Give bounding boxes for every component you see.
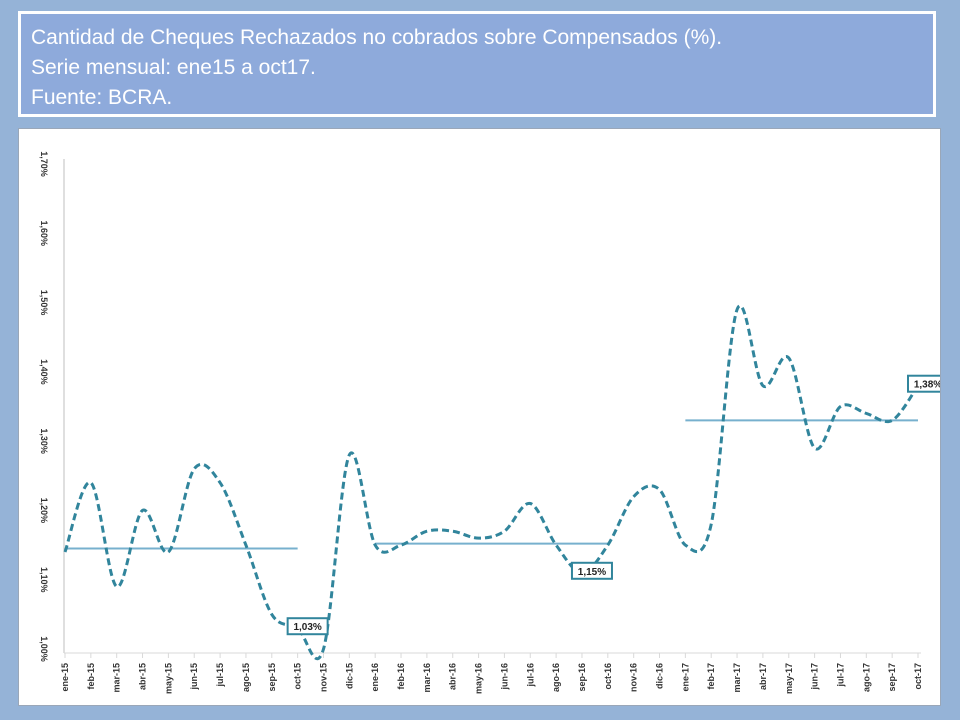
data-point: [399, 543, 403, 547]
data-point: [709, 522, 713, 526]
x-tick-label: sep-16: [577, 663, 587, 692]
data-label-box: [286, 617, 329, 636]
x-tick-label: feb-15: [86, 663, 96, 690]
data-point: [270, 612, 274, 616]
x-tick-label: mar-15: [112, 663, 122, 693]
x-tick-label: jul-15: [215, 663, 225, 688]
x-tick-label: jul-16: [525, 663, 535, 688]
x-tick-label: oct-15: [293, 663, 303, 690]
data-point: [347, 453, 351, 457]
title-line-2: Serie mensual: ene15 a oct17.: [31, 56, 316, 79]
data-point: [141, 508, 145, 512]
x-tick-label: jul-17: [835, 663, 845, 688]
x-tick-label: ago-15: [241, 663, 251, 692]
y-tick-label: 1,50%: [39, 290, 49, 316]
x-tick-label: mar-16: [422, 663, 432, 693]
x-tick-label: abr-17: [758, 663, 768, 690]
title-line-3: Fuente: BCRA.: [31, 86, 173, 109]
data-point: [683, 543, 687, 547]
y-tick-label: 1,30%: [39, 428, 49, 454]
chart-panel: 1,00% 1,10% 1,20% 1,30% 1,40% 1,50% 1,60% 1,70%…: [18, 128, 941, 706]
x-tick-label: oct-17: [913, 663, 923, 690]
data-point: [89, 481, 93, 485]
data-point: [218, 481, 222, 485]
data-point: [425, 529, 429, 533]
data-point: [838, 405, 842, 409]
x-tick-label: jun-17: [810, 663, 820, 691]
x-tick-label: abr-15: [138, 663, 148, 690]
data-label-box: [570, 561, 613, 580]
data-point: [321, 647, 325, 651]
y-tick-label: 1,70%: [39, 151, 49, 177]
data-point: [477, 536, 481, 540]
x-tick-label: may-17: [784, 663, 794, 694]
y-tick-label: 1,40%: [39, 359, 49, 385]
data-point: [606, 543, 610, 547]
data-point: [63, 550, 67, 554]
data-label: 1,15%: [578, 567, 606, 578]
title-box: Cantidad de Cheques Rechazados no cobrad…: [18, 11, 936, 117]
x-tick-label: jun-15: [189, 663, 199, 691]
data-point: [244, 543, 248, 547]
data-point: [451, 529, 455, 533]
data-point: [166, 550, 170, 554]
x-tick-label: may-16: [474, 663, 484, 694]
line-chart: 1,00% 1,10% 1,20% 1,30% 1,40% 1,50% 1,60% 1,70%…: [39, 151, 940, 694]
data-point: [192, 467, 196, 471]
data-point: [528, 502, 532, 506]
x-tick-label: dic-15: [344, 663, 354, 689]
x-tick-label: oct-16: [603, 663, 613, 690]
x-tick-label: ene-15: [60, 663, 70, 692]
y-tick-label: 1,00%: [39, 636, 49, 662]
data-point: [761, 384, 765, 388]
data-point: [554, 543, 558, 547]
x-tick-label: mar-17: [732, 663, 742, 693]
x-tick-label: jun-16: [499, 663, 509, 691]
data-point: [502, 529, 506, 533]
data-point: [373, 543, 377, 547]
data-label-box: [907, 374, 940, 393]
y-tick-label: 1,20%: [39, 498, 49, 524]
data-label: 1,03%: [293, 622, 321, 633]
x-tick-label: ene-16: [370, 663, 380, 692]
x-tick-label: nov-16: [629, 663, 639, 692]
x-tick-label: sep-15: [267, 663, 277, 692]
y-tick-label: 1,10%: [39, 567, 49, 593]
x-tick-label: abr-16: [448, 663, 458, 690]
x-tick-label: feb-17: [706, 663, 716, 690]
y-tick-label: 1,60%: [39, 221, 49, 247]
x-tick-label: dic-16: [655, 663, 665, 689]
data-point: [735, 308, 739, 312]
data-point: [115, 585, 119, 589]
x-tick-label: ago-17: [861, 663, 871, 692]
data-point: [787, 356, 791, 360]
series-line: [63, 304, 920, 660]
x-tick-label: nov-15: [318, 663, 328, 692]
x-tick-label: may-15: [163, 663, 173, 694]
data-point: [632, 495, 636, 499]
data-point: [864, 411, 868, 415]
x-tick-label: ago-16: [551, 663, 561, 692]
x-tick-label: ene-17: [680, 663, 690, 692]
data-point: [890, 418, 894, 422]
x-tick-label: feb-16: [396, 663, 406, 690]
data-label: 1,38%: [914, 380, 940, 391]
data-point: [813, 446, 817, 450]
data-point: [658, 488, 662, 492]
x-tick-label: sep-17: [887, 663, 897, 692]
title-line-1: Cantidad de Cheques Rechazados no cobrad…: [31, 26, 723, 49]
